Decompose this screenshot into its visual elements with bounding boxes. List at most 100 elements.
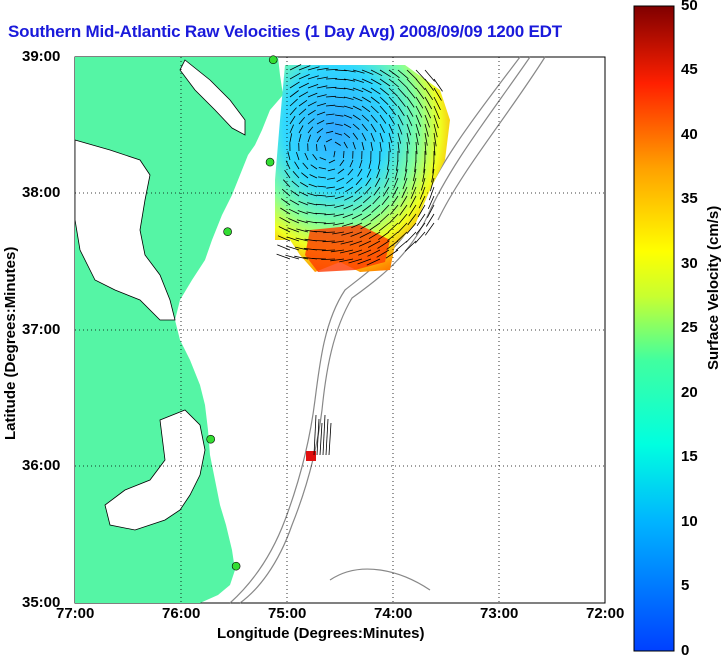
velocity-vector — [334, 123, 343, 126]
velocity-vector — [377, 159, 381, 170]
velocity-vector — [406, 222, 417, 234]
velocity-vector — [395, 240, 408, 251]
velocity-vector — [391, 195, 399, 207]
velocity-vector — [415, 78, 426, 91]
velocity-vector — [381, 195, 390, 206]
velocity-vector — [298, 200, 309, 206]
velocity-vector — [420, 177, 426, 191]
velocity-vector — [399, 204, 408, 216]
velocity-vector — [406, 96, 415, 108]
velocity-vector — [396, 231, 408, 242]
velocity-field — [275, 65, 450, 272]
velocity-vector — [352, 87, 364, 93]
velocity-vector — [367, 249, 381, 257]
velocity-vector — [334, 195, 345, 200]
velocity-vector — [314, 231, 327, 233]
velocity-vector — [433, 114, 439, 129]
velocity-vector — [387, 231, 399, 242]
velocity-vector — [325, 95, 336, 98]
velocity-vector — [296, 219, 309, 224]
velocity-vector — [358, 240, 372, 247]
velocity-vector — [334, 105, 345, 108]
y-axis-label: Latitude (Degrees:Minutes) — [2, 246, 19, 440]
velocity-vector — [343, 78, 356, 82]
velocity-vector — [371, 204, 381, 213]
velocity-vector — [316, 194, 327, 197]
velocity-vector — [379, 213, 390, 223]
velocity-vector — [333, 213, 345, 217]
ytick-38: 38:00 — [22, 184, 61, 201]
velocity-vector — [378, 231, 390, 241]
velocity-vector — [384, 177, 390, 188]
velocity-vector — [341, 222, 354, 227]
velocity-vector — [396, 159, 399, 171]
velocity-vector — [430, 177, 435, 192]
colorbar — [633, 5, 675, 652]
velocity-vector — [366, 168, 372, 178]
velocity-vector — [379, 132, 384, 143]
velocity-vector — [277, 244, 291, 251]
velocity-vector — [366, 258, 381, 266]
velocity-vector — [431, 168, 435, 183]
velocity-vector — [388, 114, 395, 125]
velocity-vector — [379, 69, 392, 78]
velocity-vector — [354, 186, 363, 194]
velocity-vector — [346, 177, 354, 184]
velocity-vector — [343, 96, 354, 100]
velocity-vector — [334, 96, 345, 99]
xtick-72: 72:00 — [586, 605, 625, 622]
velocity-vector — [433, 87, 442, 101]
velocity-vector — [368, 159, 372, 169]
velocity-vector — [328, 159, 336, 164]
velocity-vector — [361, 105, 371, 113]
radar-station-marker — [268, 55, 278, 65]
velocity-vector — [294, 161, 300, 170]
velocity-vector — [335, 186, 345, 191]
velocity-vector — [330, 258, 345, 262]
velocity-vector — [388, 78, 399, 88]
velocity-vector — [361, 114, 370, 122]
ytick-35: 35:00 — [22, 594, 61, 611]
ytick-36: 36:00 — [22, 457, 61, 474]
velocity-vector — [334, 204, 345, 208]
velocity-vector — [298, 91, 309, 98]
velocity-vector — [285, 160, 291, 170]
velocity-vector — [433, 105, 440, 120]
velocity-vector — [283, 179, 291, 188]
velocity-vector — [307, 109, 316, 116]
velocity-vector — [406, 87, 416, 99]
velocity-vector — [333, 150, 336, 158]
velocity-vector — [289, 115, 296, 125]
velocity-vector — [324, 213, 336, 216]
velocity-vector — [351, 213, 363, 220]
velocity-vector — [352, 69, 365, 74]
velocity-vector — [414, 231, 426, 244]
velocity-vector — [424, 141, 427, 155]
velocity-vector — [284, 169, 291, 179]
velocity-vector — [307, 101, 317, 107]
velocity-vector — [312, 258, 327, 260]
xtick-77: 77:00 — [56, 605, 95, 622]
velocity-vector — [406, 78, 417, 90]
velocity-vector — [298, 125, 304, 134]
velocity-vector — [281, 188, 291, 197]
velocity-vector — [289, 133, 293, 143]
velocity-vector — [415, 123, 420, 137]
velocity-vector — [370, 105, 379, 114]
velocity-vector — [412, 168, 417, 182]
velocity-vector — [370, 69, 383, 77]
velocity-vectors — [276, 64, 443, 456]
velocity-vector — [352, 132, 359, 140]
radar-station-marker — [223, 227, 232, 237]
velocity-vector — [382, 186, 390, 197]
velocity-vector — [289, 98, 298, 107]
velocity-vector — [424, 123, 429, 137]
velocity-vector — [380, 204, 390, 214]
cbtick-50: 50 — [681, 0, 698, 14]
velocity-vector — [361, 96, 372, 103]
velocity-vector — [302, 162, 309, 170]
velocity-vector — [361, 123, 368, 132]
velocity-vector — [359, 231, 372, 238]
velocity-vector — [319, 422, 323, 456]
